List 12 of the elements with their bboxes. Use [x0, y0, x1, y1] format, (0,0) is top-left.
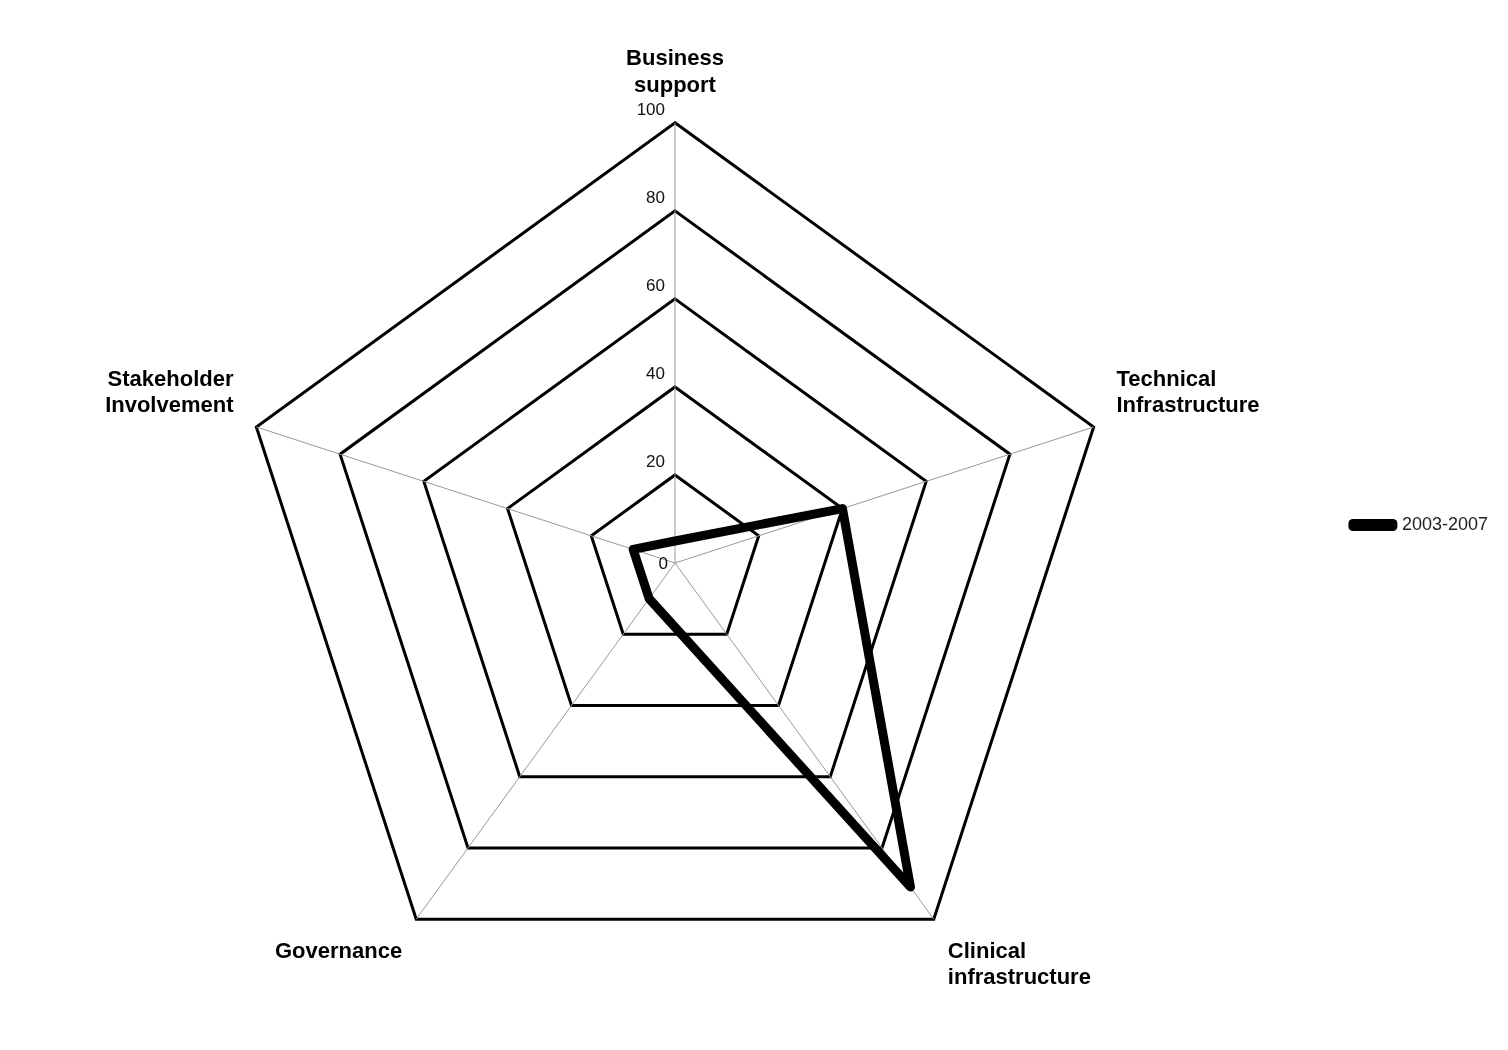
y-tick-label: 20 [646, 452, 665, 472]
y-tick-label: 80 [646, 188, 665, 208]
legend-label: 2003-2007 [1401, 513, 1489, 534]
y-tick-label: 0 [658, 553, 668, 573]
y-tick-label: 60 [646, 276, 665, 296]
y-tick-label: 40 [646, 364, 665, 384]
spoke-label: Stakeholder Involvement [105, 366, 235, 418]
y-tick-label: 100 [636, 99, 665, 119]
spoke-label: Governance [274, 937, 403, 963]
spoke-label: Clinical infrastructure [947, 937, 1091, 990]
spoke-label: Technical Infrastructure [1116, 366, 1260, 418]
spoke-label: Business support [626, 45, 724, 97]
